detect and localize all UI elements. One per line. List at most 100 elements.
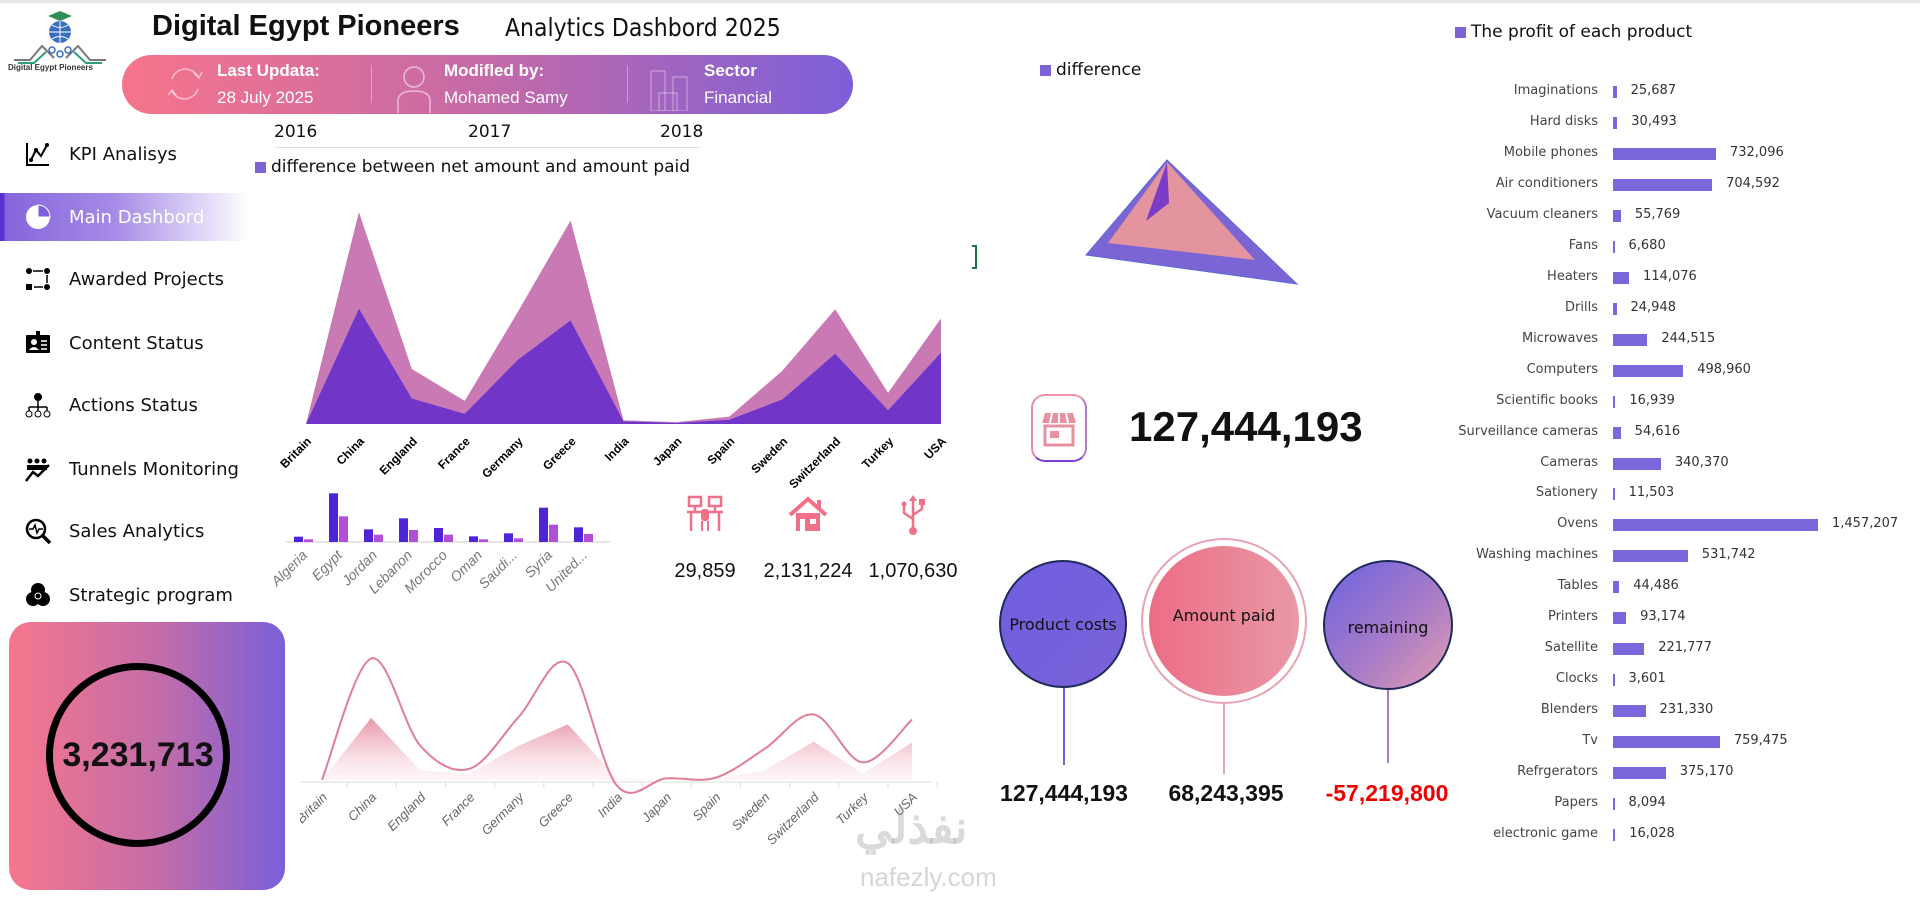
product-row: Drills 24,948 bbox=[1420, 299, 1920, 319]
product-label: Hard disks bbox=[1529, 113, 1598, 129]
venn-icon bbox=[26, 583, 50, 606]
sidebar-item-awarded-projects[interactable]: Awarded Projects bbox=[0, 255, 250, 303]
bar bbox=[549, 524, 558, 542]
watermark-arabic: نفذلي bbox=[855, 801, 968, 853]
product-row: Hard disks 30,493 bbox=[1420, 113, 1920, 133]
x-tick-label: Switzerland bbox=[764, 789, 823, 848]
product-row: Imaginations 25,687 bbox=[1420, 82, 1920, 102]
x-tick-label: Sweden bbox=[729, 790, 773, 834]
sector-label: Sector bbox=[704, 61, 757, 80]
product-row: Tables 44,486 bbox=[1420, 577, 1920, 597]
year-2016[interactable]: 2016 bbox=[274, 122, 318, 142]
product-row: Refrgerators 375,170 bbox=[1420, 763, 1920, 783]
product-label: Clocks bbox=[1555, 671, 1598, 687]
product-bar bbox=[1613, 643, 1645, 656]
bar bbox=[304, 539, 313, 542]
bar bbox=[504, 533, 513, 542]
banner-divider bbox=[627, 65, 628, 103]
x-tick-label: France bbox=[438, 790, 477, 829]
product-label: electronic game bbox=[1493, 826, 1598, 842]
product-value: 114,076 bbox=[1643, 268, 1697, 284]
product-label: Blenders bbox=[1540, 702, 1598, 718]
product-label: Heaters bbox=[1547, 268, 1598, 284]
bar bbox=[574, 527, 583, 542]
last-update-value: 28 July 2025 bbox=[217, 88, 314, 107]
modified-by-value: Mohamed Samy bbox=[444, 88, 568, 107]
x-tick-label: Spain bbox=[689, 790, 723, 824]
magnifier-pulse-icon bbox=[25, 518, 52, 545]
x-tick-label: Britain bbox=[300, 790, 330, 827]
user-icon bbox=[397, 66, 431, 113]
product-profit-legend: The profit of each product bbox=[1455, 22, 1692, 42]
product-row: Heaters 114,076 bbox=[1420, 268, 1920, 288]
product-row: Blenders 231,330 bbox=[1420, 701, 1920, 721]
x-tick-label: Japan bbox=[650, 434, 684, 468]
product-row: Microwaves 244,515 bbox=[1420, 330, 1920, 350]
sidebar-item-main-dashbord[interactable]: Main Dashbord bbox=[0, 193, 250, 241]
amount-paid-value: 68,243,395 bbox=[1168, 780, 1284, 806]
sidebar-item-label: Strategic program bbox=[69, 584, 233, 606]
product-label: Ovens bbox=[1557, 516, 1598, 532]
bar bbox=[479, 539, 488, 542]
sidebar-item-label: Content Status bbox=[69, 332, 204, 354]
amount-paid-ring: Amount paid bbox=[1141, 538, 1307, 704]
product-value: 16,028 bbox=[1629, 826, 1675, 842]
product-row: Air conditioners 704,592 bbox=[1420, 175, 1920, 195]
watermark-latin: nafezly.com bbox=[860, 862, 997, 892]
bar bbox=[409, 530, 418, 542]
page-title: Digital Egypt Pioneers bbox=[152, 10, 460, 42]
product-bar bbox=[1613, 767, 1666, 780]
kpi-total-card: 3,231,713 bbox=[9, 622, 285, 890]
usb-icon bbox=[893, 495, 933, 540]
logo-graphic bbox=[14, 11, 106, 64]
product-value: 732,096 bbox=[1729, 144, 1784, 160]
product-value: 54,616 bbox=[1634, 423, 1681, 439]
product-value: 759,475 bbox=[1733, 733, 1788, 749]
id-card-icon bbox=[26, 331, 50, 353]
product-bar bbox=[1613, 550, 1688, 563]
product-value: 704,592 bbox=[1726, 175, 1780, 191]
difference-sliver bbox=[1146, 162, 1169, 221]
remaining-label: remaining bbox=[1347, 617, 1429, 637]
legend-label: difference between net amount and amount… bbox=[271, 157, 691, 177]
sidebar-item-label: Main Dashbord bbox=[69, 206, 205, 228]
product-costs-circle: Product costs bbox=[999, 560, 1127, 688]
product-bar bbox=[1613, 333, 1648, 346]
product-label: Computers bbox=[1526, 361, 1598, 377]
product-row: Washing machines 531,742 bbox=[1420, 546, 1920, 566]
sidebar-item-tunnels-monitoring[interactable]: Tunnels Monitoring bbox=[0, 445, 250, 493]
product-bar bbox=[1613, 829, 1616, 842]
bar bbox=[339, 516, 348, 542]
sidebar-item-content-status[interactable]: Content Status bbox=[0, 319, 250, 367]
page-subtitle: Analytics Dashbord 2025 bbox=[505, 13, 781, 42]
sidebar-item-strategic-program[interactable]: Strategic program bbox=[0, 571, 250, 619]
workflow-icon bbox=[26, 268, 50, 290]
x-tick-label: India bbox=[602, 434, 632, 464]
product-row: Scientific books 16,939 bbox=[1420, 392, 1920, 412]
product-row: Mobile phones 732,096 bbox=[1420, 144, 1920, 164]
area-chart: Britain China England France Germany Greece In… bbox=[277, 212, 949, 491]
difference-chart bbox=[1085, 159, 1299, 285]
product-value: 244,515 bbox=[1661, 330, 1716, 346]
year-2018[interactable]: 2018 bbox=[660, 122, 704, 142]
x-tick-label: Japan bbox=[638, 790, 674, 826]
product-bar bbox=[1613, 209, 1621, 222]
sidebar-item-actions-status[interactable]: Actions Status bbox=[0, 381, 250, 429]
sidebar-item-sales-analytics[interactable]: Sales Analytics bbox=[0, 507, 250, 555]
last-update-label: Last Updata: bbox=[217, 61, 320, 80]
year-slicer-line bbox=[275, 147, 700, 148]
year-2017[interactable]: 2017 bbox=[468, 122, 512, 142]
legend-label: The profit of each product bbox=[1471, 22, 1693, 42]
product-label: Imaginations bbox=[1513, 83, 1598, 98]
product-row: Printers 93,174 bbox=[1420, 608, 1920, 628]
product-value: 375,170 bbox=[1679, 764, 1734, 780]
product-label: Washing machines bbox=[1476, 547, 1598, 563]
sidebar-item-kpi-analisys[interactable]: KPI Analisys bbox=[0, 130, 250, 178]
product-value: 231,330 bbox=[1659, 702, 1714, 718]
product-label: Cameras bbox=[1540, 454, 1598, 470]
product-value: 221,777 bbox=[1658, 640, 1712, 656]
modified-by-label: Modifled by: bbox=[444, 61, 545, 80]
people-trend-icon bbox=[25, 458, 50, 482]
logo-text: Digital Egypt Pioneers bbox=[8, 63, 93, 72]
product-bar bbox=[1613, 488, 1615, 501]
